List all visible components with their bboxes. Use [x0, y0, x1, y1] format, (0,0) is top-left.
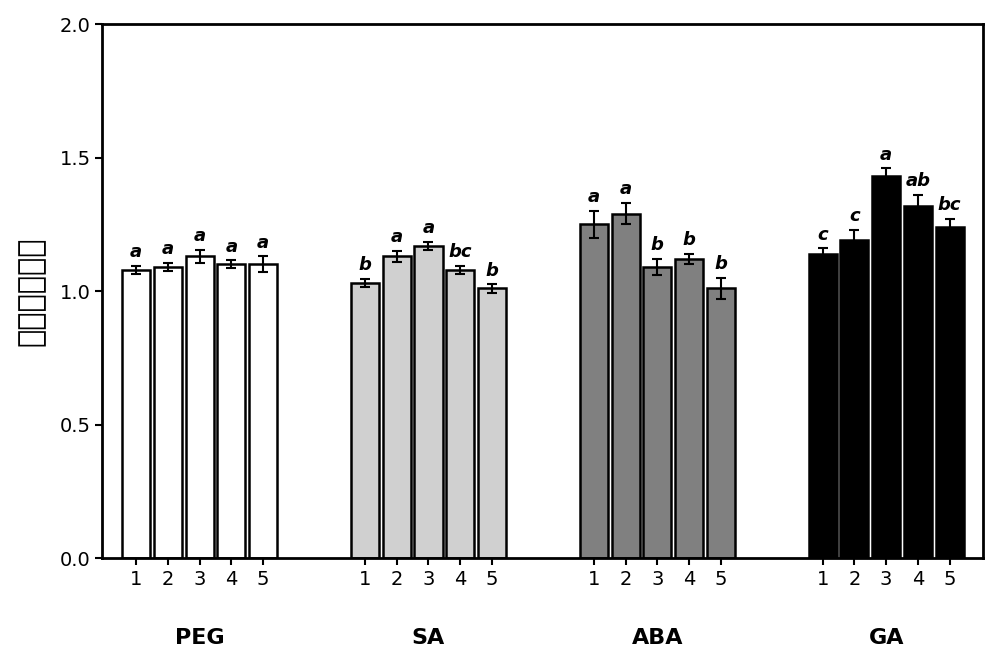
Bar — [872, 176, 900, 558]
Text: a: a — [422, 219, 435, 237]
Bar — [414, 246, 443, 558]
Bar — [383, 256, 411, 558]
Bar — [904, 206, 932, 558]
Text: a: a — [257, 233, 269, 252]
Bar — [122, 270, 150, 558]
Bar — [351, 283, 379, 558]
Text: c: c — [849, 207, 860, 225]
Bar — [840, 241, 868, 558]
Text: a: a — [162, 241, 174, 258]
Y-axis label: 相对发芽指数: 相对发芽指数 — [17, 237, 46, 346]
Text: GA: GA — [868, 627, 904, 648]
Text: a: a — [880, 145, 892, 163]
Text: a: a — [391, 228, 403, 247]
Text: a: a — [620, 180, 632, 198]
Bar — [217, 264, 245, 558]
Text: a: a — [588, 188, 600, 206]
Bar — [809, 254, 837, 558]
Text: ABA: ABA — [632, 627, 683, 648]
Bar — [249, 264, 277, 558]
Text: b: b — [714, 255, 727, 273]
Text: b: b — [683, 231, 696, 249]
Bar — [154, 267, 182, 558]
Text: a: a — [130, 243, 142, 261]
Text: c: c — [817, 225, 828, 244]
Bar — [675, 259, 703, 558]
Bar — [446, 270, 474, 558]
Bar — [612, 214, 640, 558]
Bar — [580, 225, 608, 558]
Bar — [707, 288, 735, 558]
Bar — [186, 256, 214, 558]
Text: bc: bc — [938, 196, 961, 214]
Bar — [936, 227, 964, 558]
Bar — [643, 267, 671, 558]
Text: PEG: PEG — [175, 627, 224, 648]
Text: SA: SA — [412, 627, 445, 648]
Text: bc: bc — [448, 243, 472, 261]
Text: a: a — [225, 238, 237, 256]
Text: a: a — [194, 227, 206, 245]
Bar — [478, 288, 506, 558]
Text: b: b — [651, 237, 664, 254]
Text: b: b — [486, 262, 498, 280]
Text: b: b — [359, 256, 371, 274]
Text: ab: ab — [905, 173, 930, 190]
